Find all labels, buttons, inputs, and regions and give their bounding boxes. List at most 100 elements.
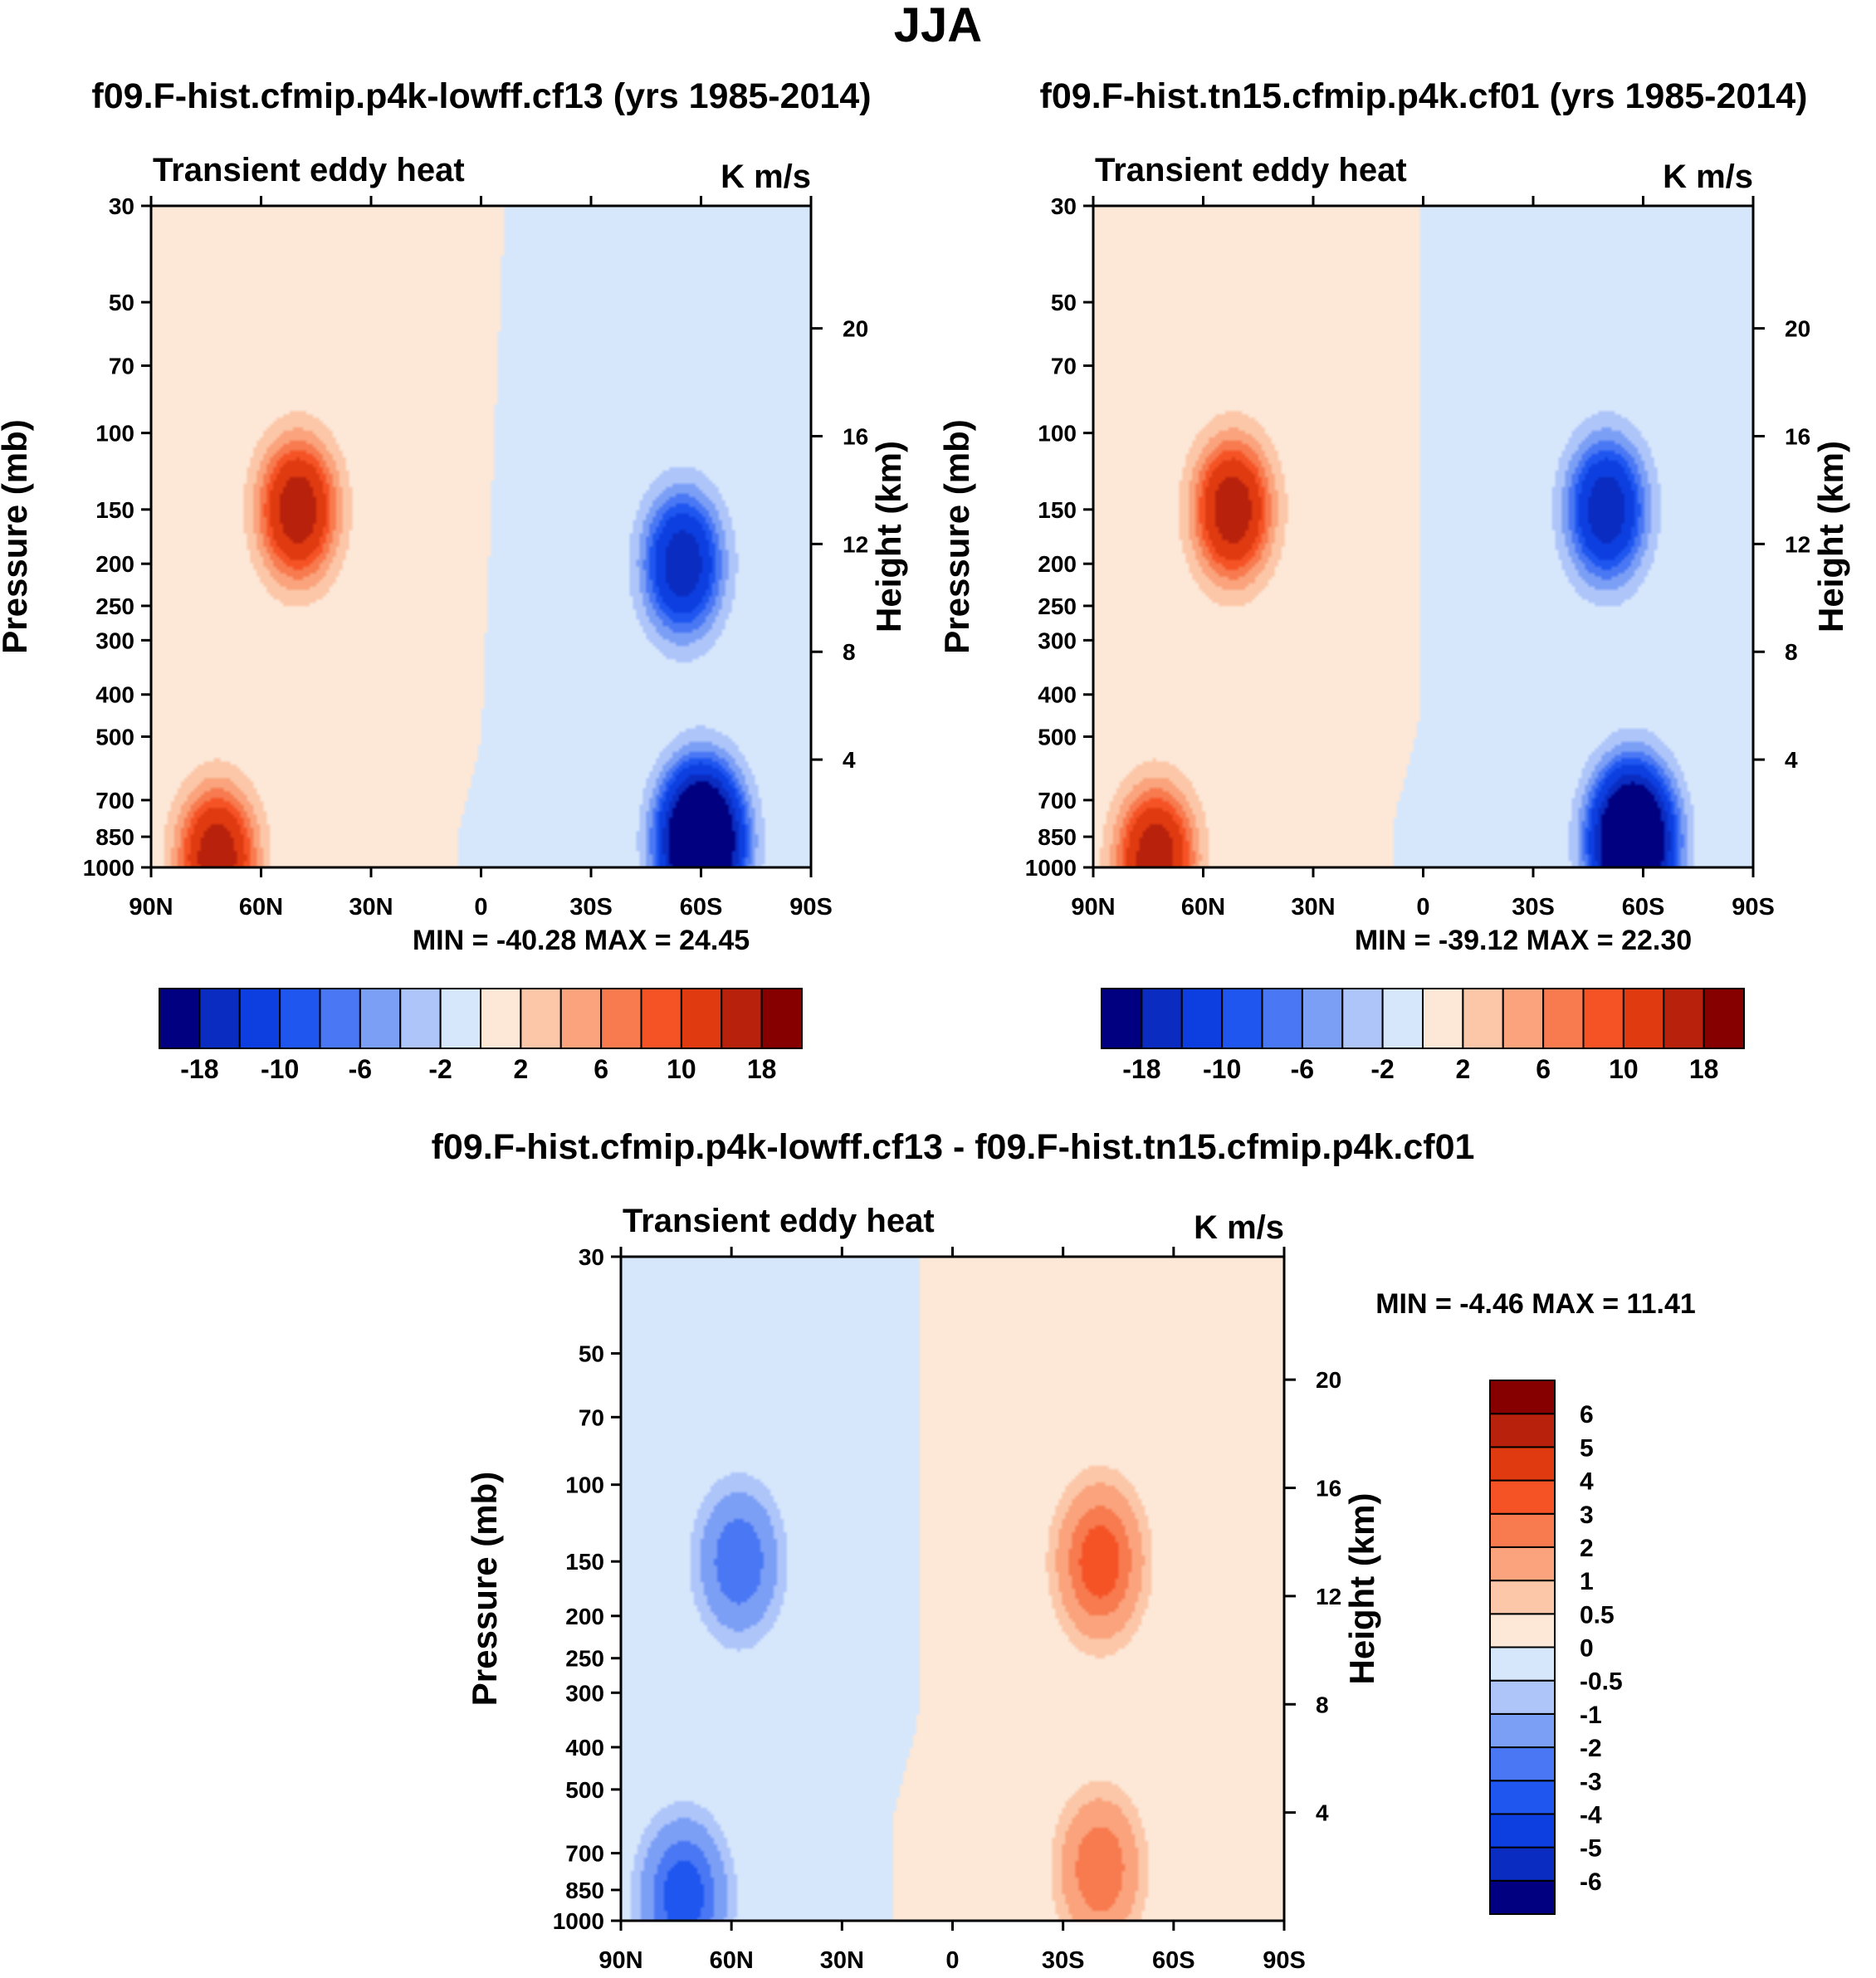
colorbar-label: 1 [1580, 1568, 1594, 1595]
y-tick-label: 500 [95, 724, 134, 750]
y-tick-label: 70 [1051, 354, 1077, 379]
y-tick-label: 150 [1038, 497, 1077, 523]
colorbar-box [1489, 1846, 1556, 1882]
colorbar-label: 10 [1609, 1054, 1639, 1084]
colorbar-box [1489, 1413, 1556, 1448]
colorbar-label: -6 [1580, 1868, 1602, 1896]
colorbar-box [680, 988, 723, 1049]
y-tick-label: 500 [1038, 724, 1077, 750]
colorbar-box [439, 988, 481, 1049]
y-tick-label: 700 [95, 788, 134, 813]
colorbar-box [760, 988, 803, 1049]
x-tick-label: 90N [1071, 894, 1115, 921]
colorbar-label: 2 [1455, 1054, 1470, 1084]
y2-tick-label: 4 [843, 747, 856, 773]
y-tick-label: 300 [1038, 628, 1077, 653]
colorbar-label: -2 [1580, 1735, 1602, 1762]
colorbar-label: -0.5 [1580, 1668, 1623, 1696]
colorbar-box [1221, 988, 1263, 1049]
colorbar-label: -3 [1580, 1768, 1602, 1795]
colorbar-box [159, 988, 201, 1049]
y2-tick-label: 16 [1785, 423, 1810, 449]
colorbar-box [1489, 1613, 1556, 1648]
colorbar-label: -10 [261, 1054, 299, 1084]
y2-tick-label: 4 [1316, 1800, 1329, 1826]
y-tick-label: 30 [1051, 193, 1077, 219]
y-tick-label: 1000 [553, 1908, 604, 1934]
left-label: Transient eddy heat [1095, 152, 1407, 188]
colorbar-box [279, 988, 321, 1049]
y-tick-label: 300 [565, 1680, 604, 1706]
x-tick-label: 0 [474, 894, 487, 921]
x-tick-label: 60S [1152, 1947, 1195, 1974]
panel-title: f09.F-hist.cfmip.p4k-lowff.cf13 - f09.F-… [432, 1127, 1475, 1167]
y2-tick-label: 8 [1316, 1692, 1329, 1717]
y-tick-label: 70 [109, 354, 134, 379]
x-tick-label: 90N [129, 894, 173, 921]
panel-title: f09.F-hist.cfmip.p4k-lowff.cf13 (yrs 198… [91, 76, 871, 116]
x-tick-label: 30S [1512, 894, 1555, 921]
colorbar-box [1489, 1479, 1556, 1515]
panel-title: f09.F-hist.tn15.cfmip.p4k.cf01 (yrs 1985… [1040, 76, 1808, 116]
y-tick-label: 850 [1038, 824, 1077, 850]
colorbar-box [1489, 1380, 1556, 1415]
colorbar-label: -18 [1122, 1054, 1160, 1084]
y-tick-label: 400 [95, 682, 134, 708]
colorbar-box [399, 988, 442, 1049]
colorbar-box [559, 988, 603, 1049]
colorbar-box [1489, 1879, 1556, 1915]
colorbar-label: -6 [1291, 1054, 1314, 1084]
y-tick-label: 70 [579, 1404, 604, 1430]
colorbar-box [1663, 988, 1705, 1049]
y2-tick-label: 20 [1785, 316, 1810, 342]
colorbar-box [1489, 1813, 1556, 1849]
y-tick-label: 200 [95, 551, 134, 577]
colorbar-label: 6 [1536, 1054, 1551, 1084]
y2-tick-label: 12 [1785, 531, 1810, 557]
x-tick-label: 30S [569, 894, 613, 921]
colorbar-label: 5 [1580, 1434, 1594, 1462]
colorbar-box [1141, 988, 1183, 1049]
y-tick-label: 50 [109, 290, 134, 315]
y-tick-label: 30 [109, 193, 134, 219]
colorbar-label: 4 [1580, 1468, 1594, 1496]
y-tick-label: 400 [1038, 682, 1077, 708]
y2-axis-title: Height (km) [869, 441, 908, 632]
y2-tick-label: 20 [843, 316, 868, 342]
y-tick-label: 1000 [83, 855, 134, 881]
colorbar-box [1422, 988, 1464, 1049]
colorbar-label: 2 [1580, 1535, 1594, 1562]
y-tick-label: 30 [579, 1244, 604, 1270]
y-tick-label: 150 [95, 497, 134, 523]
y2-tick-label: 16 [1316, 1476, 1341, 1502]
panel-difference: f09.F-hist.cfmip.p4k-lowff.cf13 - f09.F-… [432, 1127, 1696, 1974]
y-tick-label: 150 [565, 1549, 604, 1575]
y2-tick-label: 12 [843, 531, 868, 557]
colorbar-box [1489, 1679, 1556, 1715]
panel-cf01: f09.F-hist.tn15.cfmip.p4k.cf01 (yrs 1985… [937, 76, 1850, 1084]
y2-axis-title: Height (km) [1811, 441, 1850, 632]
units-label: K m/s [1194, 1209, 1284, 1246]
colorbar-box [1542, 988, 1585, 1049]
y2-tick-label: 20 [1316, 1367, 1341, 1393]
colorbar-box [1502, 988, 1545, 1049]
colorbar-label: -2 [428, 1054, 452, 1084]
colorbar-box [1489, 1546, 1556, 1582]
colorbar-box [1489, 1446, 1556, 1482]
y-tick-label: 700 [565, 1841, 604, 1867]
x-tick-label: 30N [349, 894, 393, 921]
colorbar-box [1381, 988, 1424, 1049]
colorbar-box [1622, 988, 1665, 1049]
colorbar-box [1261, 988, 1303, 1049]
x-tick-label: 0 [1416, 894, 1429, 921]
colorbar-box [1462, 988, 1504, 1049]
colorbar-label: -2 [1370, 1054, 1394, 1084]
x-tick-label: 30N [1291, 894, 1335, 921]
y-tick-label: 50 [579, 1341, 604, 1367]
x-tick-label: 60N [710, 1947, 754, 1974]
panel-cf13: f09.F-hist.cfmip.p4k-lowff.cf13 (yrs 198… [0, 76, 908, 1084]
colorbar-box [721, 988, 763, 1049]
x-tick-label: 90S [1732, 894, 1775, 921]
colorbar-label: -18 [180, 1054, 218, 1084]
y-tick-label: 50 [1051, 290, 1077, 315]
